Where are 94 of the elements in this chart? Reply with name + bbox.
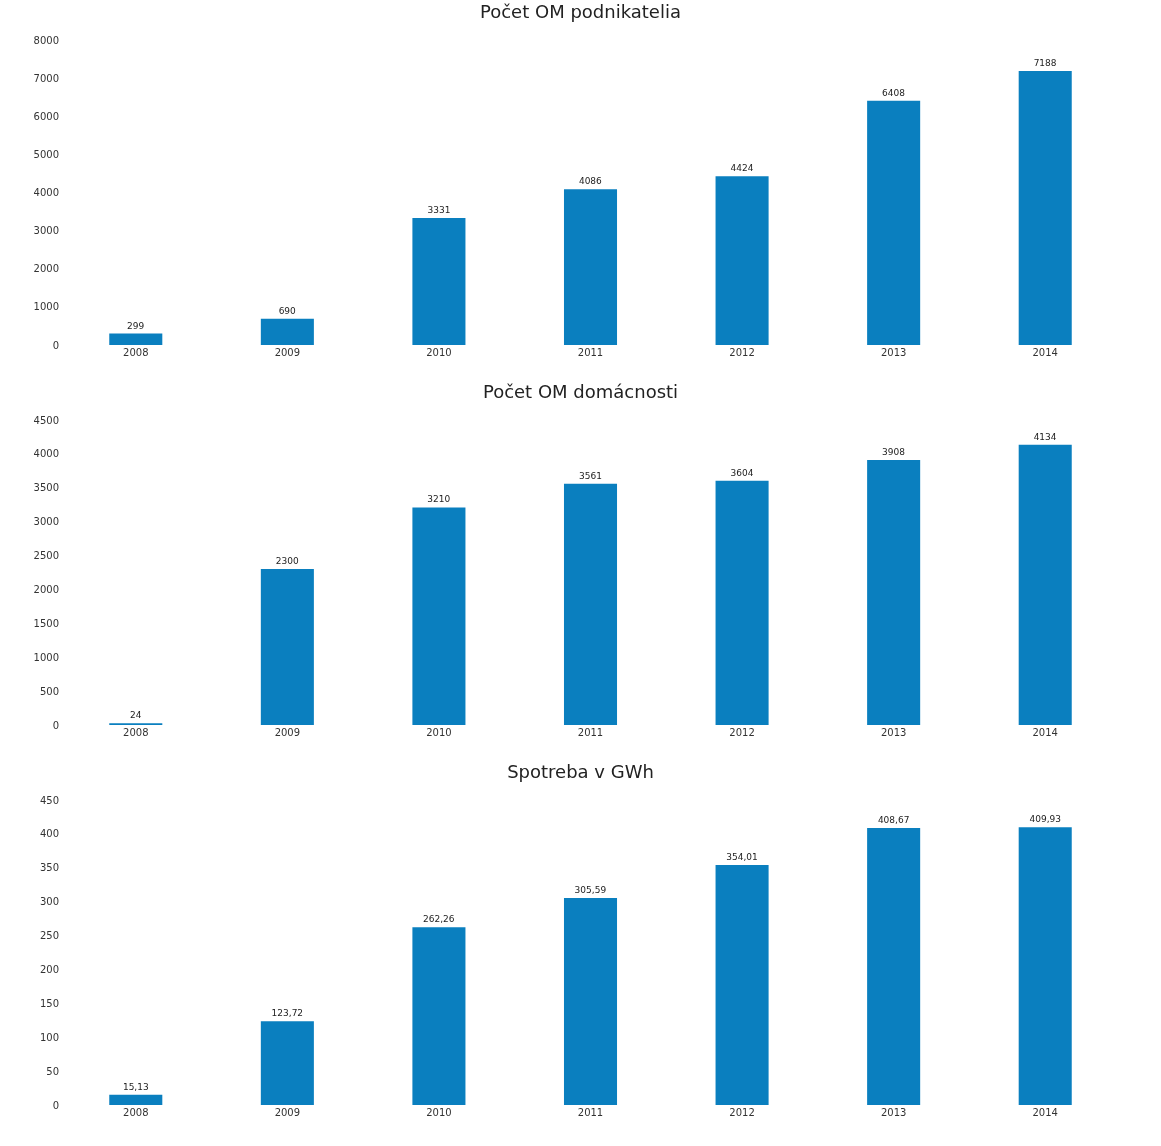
data-label: 4134 [1033,431,1057,442]
y-tick-label: 100 [39,1031,59,1043]
y-tick-label: 4500 [33,414,59,426]
bar [260,569,314,725]
y-tick-label: 8000 [33,34,59,46]
y-tick-label: 500 [39,685,59,697]
x-tick-label: 2009 [274,727,301,738]
bar [715,480,769,725]
y-tick-label: 5000 [33,148,59,160]
x-tick-label: 2008 [123,727,149,738]
data-label: 4086 [578,176,603,187]
x-tick-label: 2008 [123,1107,149,1118]
bar [109,333,163,345]
x-tick-label: 2013 [880,347,907,358]
bar [715,176,769,345]
y-tick-label: 1000 [33,301,59,313]
data-label: 3210 [427,494,451,505]
bar [563,189,618,345]
y-tick-label: 350 [39,862,59,874]
x-tick-label: 2011 [577,1107,604,1118]
x-tick-label: 2013 [880,1107,907,1118]
x-tick-label: 2010 [426,347,452,358]
y-tick-label: 50 [46,1065,59,1077]
x-tick-label: 2014 [1032,1107,1058,1118]
data-label: 123,72 [271,1008,304,1019]
chart-title: Spotreba v GWh [507,761,654,783]
y-tick-label: 1500 [33,617,59,629]
bar [563,897,618,1105]
bar [412,507,466,725]
x-tick-label: 2011 [577,727,604,738]
data-label: 262,26 [423,914,455,925]
bar [1018,70,1072,345]
chart-title: Počet OM domácnosti [482,381,679,403]
y-tick-label: 4000 [33,187,59,198]
y-tick-label: 450 [39,794,59,806]
data-label: 408,67 [877,815,910,826]
data-label: 6408 [882,87,906,98]
y-tick-label: 1000 [33,651,59,663]
x-tick-label: 2014 [1032,727,1058,738]
y-tick-label: 3500 [33,482,59,494]
data-label: 15,13 [122,1081,149,1092]
bar [1018,827,1072,1105]
bar [867,460,921,725]
bar [260,318,314,345]
data-label: 3331 [427,205,451,216]
y-tick-label: 150 [39,997,59,1009]
x-tick-label: 2008 [123,347,149,358]
data-label: 7188 [1033,57,1057,68]
x-tick-label: 2012 [729,727,755,738]
bar [867,828,921,1105]
data-label: 24 [129,710,142,721]
x-tick-label: 2013 [880,727,907,738]
data-label: 3908 [882,447,906,458]
y-tick-label: 2500 [33,550,59,562]
x-tick-label: 2011 [577,347,604,358]
y-tick-label: 7000 [33,72,59,84]
y-tick-label: 200 [39,963,59,975]
y-tick-label: 2000 [33,263,59,275]
y-tick-label: 0 [52,1099,59,1111]
data-label: 690 [278,305,297,316]
y-tick-label: 4000 [33,448,59,460]
data-label: 3561 [579,470,602,481]
x-tick-label: 2012 [729,347,755,358]
data-label: 2300 [275,556,299,567]
bar [715,865,769,1105]
bar [412,218,466,345]
bar [412,927,466,1105]
y-tick-label: 2000 [33,583,59,595]
data-label: 354,01 [726,852,758,863]
x-tick-label: 2009 [274,347,301,358]
y-tick-label: 250 [39,930,59,942]
x-tick-label: 2012 [729,1107,755,1118]
data-label: 305,59 [574,884,607,895]
y-tick-label: 0 [52,339,59,351]
bar [109,1094,163,1105]
y-tick-label: 3000 [33,225,59,237]
y-tick-label: 0 [52,719,59,731]
bar [867,100,921,345]
data-label: 299 [127,320,145,331]
y-tick-label: 300 [39,896,59,908]
bar [563,483,618,725]
x-tick-label: 2014 [1032,347,1058,358]
y-tick-label: 6000 [33,110,59,122]
x-tick-label: 2009 [274,1107,301,1118]
chart-title: Počet OM podnikatelia [480,1,681,23]
y-tick-label: 400 [39,828,59,840]
bar [1018,444,1072,725]
bar [260,1021,314,1105]
x-tick-label: 2010 [426,727,452,738]
y-tick-label: 3000 [33,516,59,528]
data-label: 4424 [730,163,754,174]
data-label: 3604 [730,467,754,478]
data-label: 409,93 [1029,814,1061,825]
x-tick-label: 2010 [426,1107,452,1118]
